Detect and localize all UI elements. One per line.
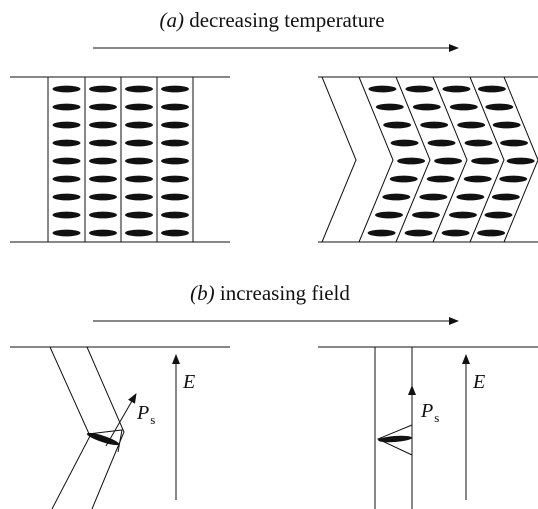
molecule: [449, 212, 477, 219]
molecule: [419, 194, 447, 201]
molecule: [368, 86, 396, 93]
molecule: [89, 212, 117, 219]
molecule: [471, 158, 499, 165]
molecule: [376, 104, 404, 111]
panel-a-caption: decreasing temperature: [189, 8, 384, 32]
molecule: [391, 140, 419, 147]
molecule: [89, 230, 117, 237]
molecule: [161, 212, 189, 219]
molecule: [89, 104, 117, 111]
molecule: [378, 435, 412, 443]
molecule: [493, 122, 521, 129]
molecule: [478, 86, 506, 93]
molecule: [161, 122, 189, 129]
molecule: [161, 194, 189, 201]
molecule: [442, 230, 470, 237]
molecule: [53, 230, 81, 237]
molecule: [383, 122, 411, 129]
molecule: [397, 158, 425, 165]
figure: (a) decreasing temperature (b) increasin…: [0, 0, 538, 509]
molecule: [434, 158, 462, 165]
molecule: [125, 194, 153, 201]
molecule: [368, 230, 396, 237]
molecule: [499, 176, 527, 183]
molecule: [465, 140, 493, 147]
molecule: [53, 212, 81, 219]
panel-a-title: (a) decreasing temperature: [159, 8, 384, 32]
polarization-symbol: P: [420, 400, 433, 422]
molecule: [420, 122, 448, 129]
molecule: [125, 176, 153, 183]
molecule: [456, 194, 484, 201]
molecule: [442, 86, 470, 93]
molecule: [89, 194, 117, 201]
panel-b-title: (b) increasing field: [190, 281, 350, 305]
molecule: [125, 158, 153, 165]
molecule: [53, 194, 81, 201]
molecule: [161, 104, 189, 111]
molecule: [125, 140, 153, 147]
molecule: [89, 122, 117, 129]
molecule: [428, 140, 456, 147]
panel-b: (b) increasing field Ps E Ps E: [10, 281, 538, 509]
molecule: [412, 212, 440, 219]
polarization-subscript: s: [434, 410, 439, 425]
molecule: [89, 140, 117, 147]
layer-boundary: [322, 77, 356, 242]
molecule: [390, 176, 418, 183]
panel-b-tag: (b): [190, 281, 215, 305]
polarization-subscript: s: [150, 412, 155, 427]
molecule: [161, 158, 189, 165]
molecule: [507, 158, 535, 165]
molecule: [53, 86, 81, 93]
molecule: [161, 176, 189, 183]
molecule: [161, 140, 189, 147]
molecule: [427, 176, 455, 183]
molecule: [500, 140, 528, 147]
molecule: [53, 140, 81, 147]
molecule: [492, 194, 520, 201]
molecule: [53, 104, 81, 111]
panel-a: (a) decreasing temperature: [10, 8, 538, 242]
molecule: [125, 230, 153, 237]
molecule: [53, 122, 81, 129]
polarization-symbol: P: [136, 402, 149, 424]
molecule: [89, 176, 117, 183]
molecule: [382, 194, 410, 201]
molecule: [405, 230, 433, 237]
molecule: [375, 212, 403, 219]
molecule: [125, 86, 153, 93]
polarization-label: Ps: [136, 402, 155, 427]
molecule: [89, 86, 117, 93]
layer-boundary: [50, 347, 90, 509]
field-label: E: [472, 371, 485, 393]
molecule: [53, 176, 81, 183]
molecule: [89, 158, 117, 165]
molecule: [413, 104, 441, 111]
molecule: [457, 122, 485, 129]
molecule: [53, 158, 81, 165]
molecule: [405, 86, 433, 93]
molecule: [125, 212, 153, 219]
molecule: [464, 176, 492, 183]
layer-boundary: [87, 347, 124, 509]
polarization-label: Ps: [420, 400, 439, 425]
molecule: [125, 122, 153, 129]
molecule: [450, 104, 478, 111]
molecule: [485, 104, 513, 111]
panel-a-tag: (a): [159, 8, 184, 32]
panel-b-caption: increasing field: [220, 281, 351, 305]
molecule: [125, 104, 153, 111]
molecule: [161, 230, 189, 237]
molecule: [484, 212, 512, 219]
field-label: E: [182, 371, 195, 393]
molecule: [161, 86, 189, 93]
molecule: [477, 230, 505, 237]
